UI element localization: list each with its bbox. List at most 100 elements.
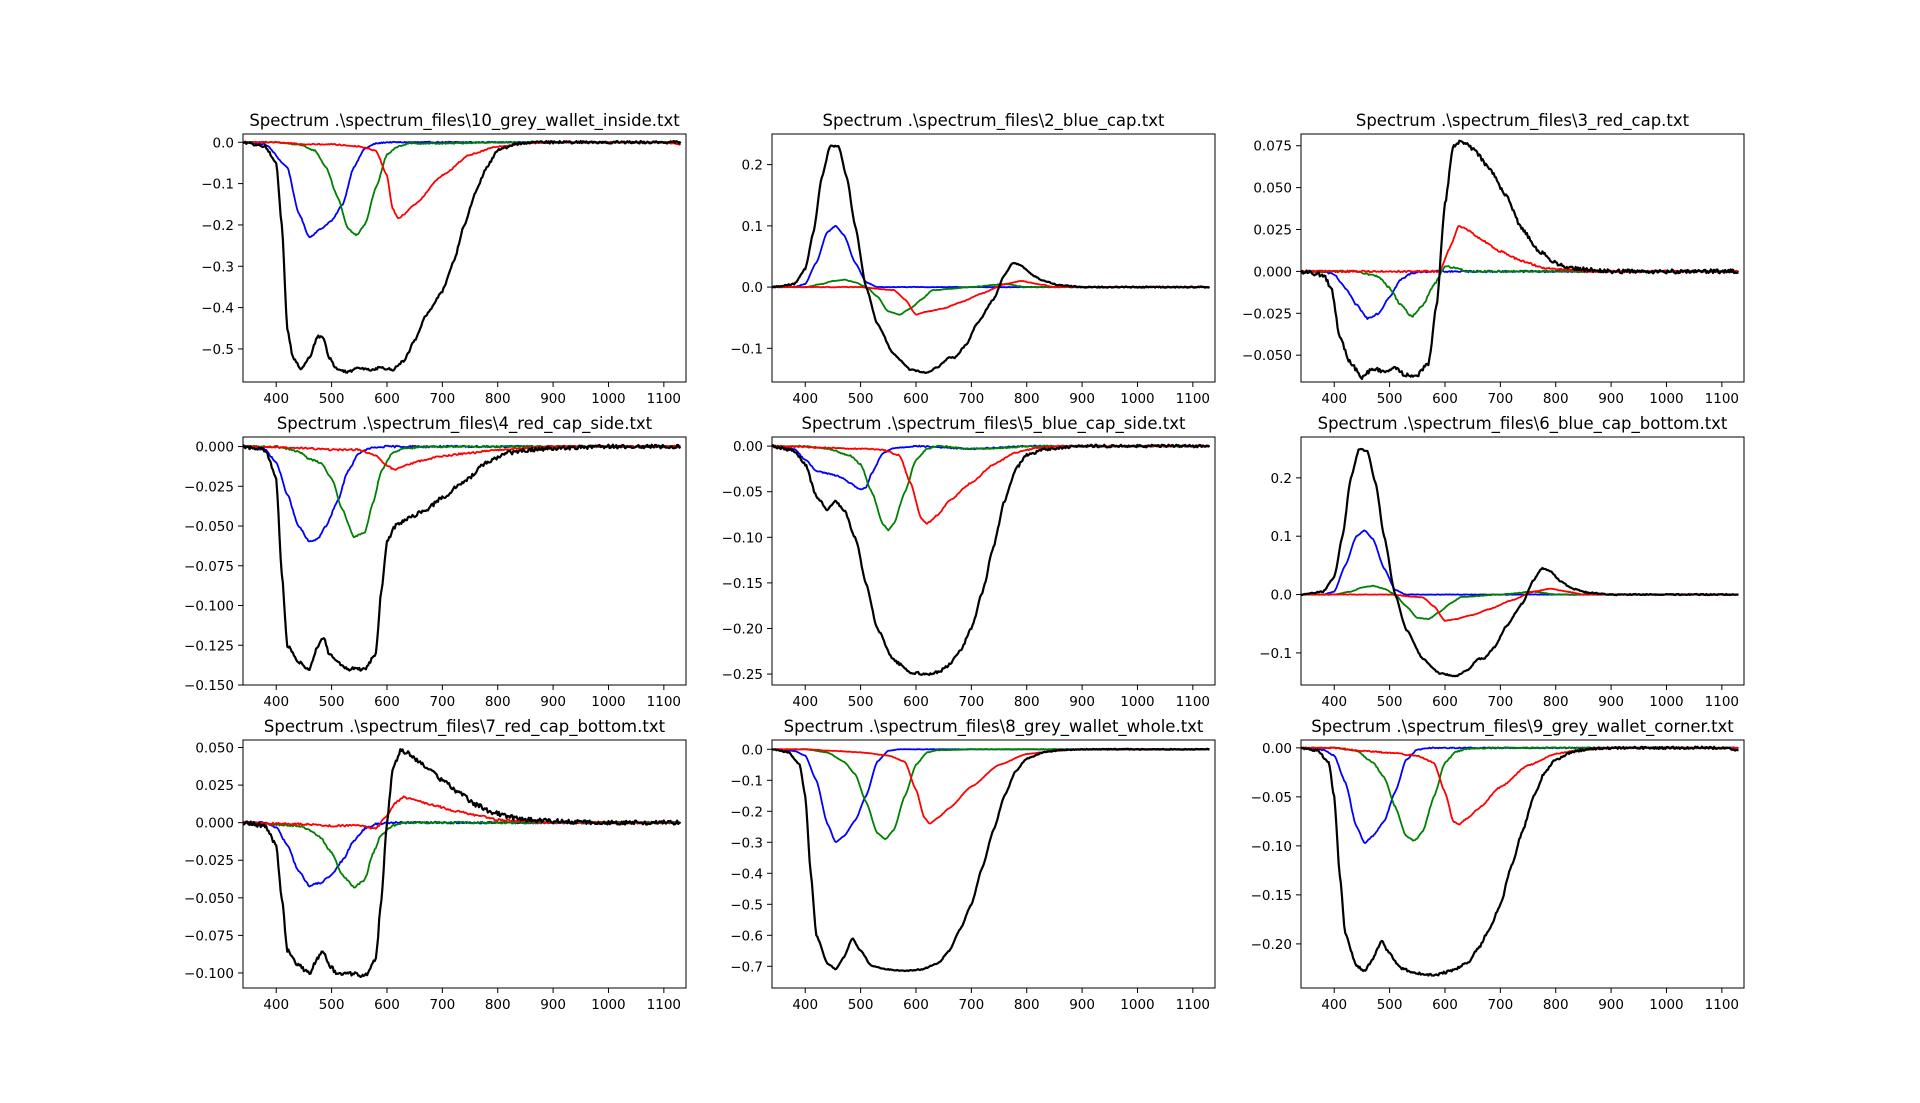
- axes-frame: [1300, 133, 1745, 383]
- y-tick-label: 0.075: [1253, 139, 1292, 155]
- series-group: [772, 443, 1211, 677]
- x-tick-label: 1100: [647, 391, 681, 407]
- y-tick-label: −0.20: [1251, 937, 1292, 953]
- chart-title: Spectrum .\spectrum_files\9_grey_wallet_…: [1311, 717, 1734, 737]
- y-tick-label: −0.150: [184, 678, 234, 694]
- y-tick-label: 0.0: [742, 742, 763, 758]
- x-tick-label: 1100: [1705, 391, 1739, 407]
- y-tick-label: 0.1: [742, 219, 763, 235]
- x-tick-label: 1100: [1176, 997, 1210, 1013]
- x-tick-label: 700: [429, 997, 455, 1013]
- y-tick-label: 0.2: [742, 158, 763, 174]
- y-tick-label: −0.050: [184, 891, 234, 907]
- chart-title: Spectrum .\spectrum_files\10_grey_wallet…: [249, 111, 680, 131]
- x-tick-label: 500: [848, 997, 874, 1013]
- x-tick-label: 1000: [1649, 997, 1683, 1013]
- x-tick-label: 400: [263, 694, 289, 710]
- x-tick-label: 700: [429, 694, 455, 710]
- subplot-3: Spectrum .\spectrum_files\3_red_cap.txt 4…: [1242, 111, 1745, 407]
- series-line-4: [243, 443, 682, 672]
- series-line-4: [772, 747, 1210, 973]
- x-tick-label: 800: [1014, 391, 1040, 407]
- x-tick-label: 600: [903, 391, 929, 407]
- x-tick-label: 900: [1069, 694, 1095, 710]
- y-tick-label: −0.10: [722, 530, 763, 546]
- chart-title: Spectrum .\spectrum_files\2_blue_cap.txt: [823, 111, 1165, 131]
- x-tick-label: 400: [792, 997, 818, 1013]
- y-tick-label: −0.10: [1251, 839, 1292, 855]
- subplot-5: Spectrum .\spectrum_files\5_blue_cap_sid…: [722, 414, 1216, 710]
- chart-title: Spectrum .\spectrum_files\8_grey_wallet_…: [784, 717, 1204, 737]
- x-tick-label: 700: [958, 391, 984, 407]
- x-tick-label: 900: [540, 997, 566, 1013]
- x-tick-label: 800: [1543, 694, 1569, 710]
- subplot-1: Spectrum .\spectrum_files\10_grey_wallet…: [201, 111, 687, 407]
- x-tick-label: 800: [485, 694, 511, 710]
- series-line-4: [243, 139, 682, 374]
- y-tick-label: 0.000: [195, 816, 234, 832]
- x-tick-label: 800: [485, 997, 511, 1013]
- y-tick-label: −0.1: [1259, 646, 1292, 662]
- x-tick-label: 700: [958, 997, 984, 1013]
- x-tick-label: 1100: [647, 694, 681, 710]
- y-tick-label: 0.000: [1253, 264, 1292, 280]
- y-tick-label: −0.4: [730, 866, 763, 882]
- y-tick-label: −0.05: [722, 485, 763, 501]
- series-group: [1301, 139, 1740, 381]
- y-tick-label: −0.050: [1242, 348, 1292, 364]
- y-tick-label: −0.3: [201, 259, 234, 275]
- y-tick-label: −0.1: [201, 177, 234, 193]
- x-tick-label: 1000: [1120, 694, 1154, 710]
- axes-frame: [242, 133, 687, 383]
- subplot-8: Spectrum .\spectrum_files\8_grey_wallet_…: [730, 717, 1216, 1013]
- y-tick-label: 0.00: [1262, 741, 1292, 757]
- y-tick-label: −0.075: [184, 559, 234, 575]
- x-tick-label: 400: [792, 694, 818, 710]
- y-tick-label: −0.05: [1251, 790, 1292, 806]
- y-tick-label: 0.025: [195, 778, 234, 794]
- x-tick-label: 900: [1069, 391, 1095, 407]
- x-tick-label: 500: [1377, 391, 1403, 407]
- x-tick-label: 1100: [1705, 997, 1739, 1013]
- chart-title: Spectrum .\spectrum_files\6_blue_cap_bot…: [1318, 414, 1728, 434]
- series-group: [243, 139, 682, 374]
- subplot-2: Spectrum .\spectrum_files\2_blue_cap.txt…: [730, 111, 1216, 407]
- x-tick-label: 500: [848, 694, 874, 710]
- x-tick-label: 800: [1543, 997, 1569, 1013]
- y-tick-label: −0.5: [201, 342, 234, 358]
- axes-frame: [771, 133, 1216, 383]
- axes-frame: [242, 436, 687, 686]
- x-tick-label: 800: [485, 391, 511, 407]
- y-tick-label: −0.15: [1251, 888, 1292, 904]
- series-group: [772, 144, 1210, 374]
- chart-title: Spectrum .\spectrum_files\3_red_cap.txt: [1356, 111, 1690, 131]
- axes-frame: [1300, 739, 1745, 989]
- y-tick-label: −0.025: [184, 479, 234, 495]
- series-line-4: [1301, 139, 1739, 381]
- x-tick-label: 600: [1432, 391, 1458, 407]
- x-tick-label: 600: [1432, 997, 1458, 1013]
- series-line-3: [1301, 225, 1740, 274]
- y-tick-label: −0.5: [730, 897, 763, 913]
- chart-title: Spectrum .\spectrum_files\5_blue_cap_sid…: [802, 414, 1186, 434]
- y-tick-label: 0.2: [1271, 471, 1292, 487]
- y-tick-label: −0.100: [184, 599, 234, 615]
- x-tick-label: 900: [540, 391, 566, 407]
- series-group: [243, 748, 682, 978]
- series-line-4: [243, 748, 682, 978]
- x-tick-label: 500: [319, 694, 345, 710]
- x-tick-label: 400: [1321, 391, 1347, 407]
- axes-frame: [242, 739, 687, 989]
- y-tick-label: 0.050: [1253, 181, 1292, 197]
- x-tick-label: 400: [792, 391, 818, 407]
- y-tick-label: −0.4: [201, 301, 234, 317]
- y-tick-label: −0.6: [730, 928, 763, 944]
- y-tick-label: −0.3: [730, 835, 763, 851]
- y-tick-label: 0.1: [1271, 529, 1292, 545]
- series-line-4: [772, 443, 1211, 677]
- series-line-4: [1301, 447, 1739, 678]
- x-tick-label: 1000: [1120, 391, 1154, 407]
- y-tick-label: 0.0: [742, 280, 763, 296]
- y-tick-label: −0.2: [201, 218, 234, 234]
